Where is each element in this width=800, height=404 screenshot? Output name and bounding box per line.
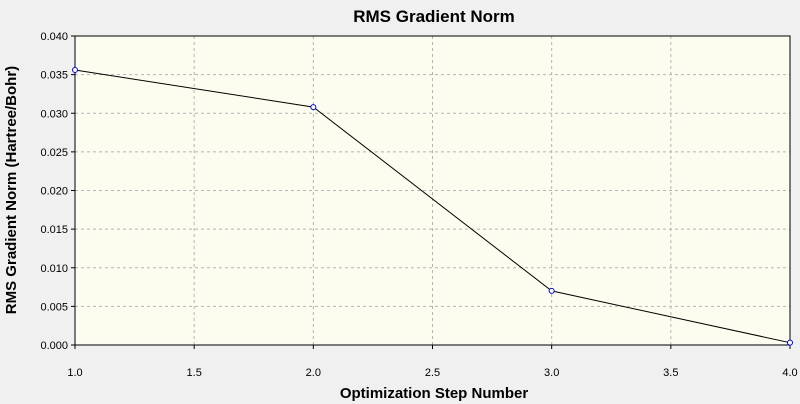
y-tick-label: 0.015 — [40, 224, 68, 236]
y-tick-label: 0.005 — [40, 301, 68, 313]
y-axis-label: RMS Gradient Norm (Hartree/Bohr) — [3, 66, 20, 314]
x-tick-label: 4.0 — [782, 367, 797, 379]
x-tick-label: 1.0 — [67, 367, 82, 379]
data-point — [548, 287, 555, 294]
data-point — [310, 104, 317, 111]
y-tick-label: 0.035 — [40, 70, 68, 82]
x-axis-label: Optimization Step Number — [340, 385, 529, 402]
data-point — [72, 66, 78, 73]
y-tick-label: 0.000 — [40, 340, 68, 352]
series-line — [74, 69, 791, 344]
data-point — [787, 339, 793, 346]
x-tick-label: 2.0 — [306, 367, 321, 379]
x-tick-label: 1.5 — [187, 367, 202, 379]
x-tick-label: 2.5 — [425, 367, 440, 379]
x-tick-label: 3.5 — [663, 367, 678, 379]
x-tick-label: 3.0 — [544, 367, 559, 379]
y-tick-label: 0.030 — [40, 108, 68, 120]
y-tick-label: 0.010 — [40, 263, 68, 275]
y-tick-label: 0.040 — [40, 31, 68, 43]
plot-frame — [74, 35, 791, 346]
chart-title: RMS Gradient Norm — [353, 7, 515, 26]
y-tick-label: 0.020 — [40, 186, 68, 198]
y-tick-label: 0.025 — [40, 147, 68, 159]
